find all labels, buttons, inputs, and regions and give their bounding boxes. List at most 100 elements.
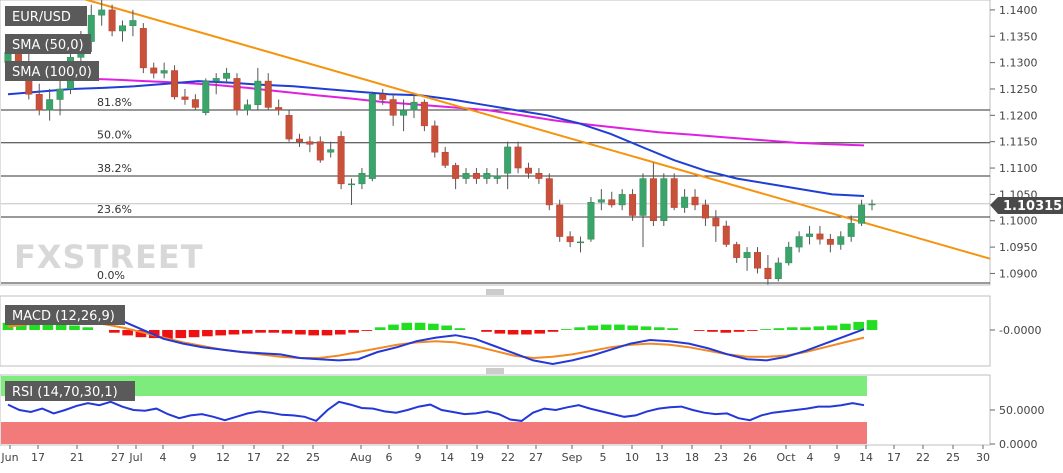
x-tick-label: Jun [0, 451, 18, 464]
fxstreet-watermark: FXSTREET [14, 238, 204, 276]
macd-histogram-bar [507, 330, 519, 335]
x-tick-label: Oct [776, 451, 796, 464]
macd-histogram-bar [308, 330, 320, 336]
macd-histogram-bar [82, 327, 94, 330]
price-tick-label: 1.1200 [999, 109, 1038, 122]
sma50-label[interactable]: SMA (50,0) [5, 34, 91, 54]
x-tick-label: 22 [501, 451, 515, 464]
macd-histogram-bar [600, 324, 612, 330]
candle-body [712, 217, 720, 227]
macd-histogram-bar [640, 326, 652, 330]
candle-body [649, 178, 657, 221]
x-tick-label: 26 [743, 451, 757, 464]
x-tick-label: 17 [887, 451, 901, 464]
macd-histogram-bar [188, 330, 200, 338]
pane-resize-handle[interactable] [486, 289, 504, 295]
macd-histogram-bar [334, 330, 346, 335]
macd-histogram-bar [202, 330, 213, 337]
candle-body [35, 93, 43, 111]
candle-body [597, 199, 605, 203]
candle-body [150, 67, 158, 74]
candle-body [837, 236, 845, 245]
price-tick-label: 1.1100 [999, 162, 1038, 175]
candle-body [316, 141, 324, 161]
candle-body [452, 165, 460, 179]
candle-body [46, 99, 54, 111]
x-tick-label: Sep [562, 451, 583, 464]
candle-body [743, 252, 751, 258]
macd-histogram-bar [135, 330, 147, 338]
macd-histogram-bar [414, 322, 426, 330]
macd-histogram-bar [534, 330, 546, 334]
rsi-text: RSI (14,70,30,1) [12, 385, 118, 400]
candle-body [462, 173, 470, 179]
price-tick-label: 1.1250 [999, 83, 1038, 96]
macd-histogram-bar [241, 330, 253, 334]
x-tick-label: 25 [946, 451, 960, 464]
sma100-text: SMA (100,0) [12, 65, 92, 80]
macd-histogram-bar [800, 327, 811, 330]
macd-histogram-bar [547, 330, 559, 332]
macd-histogram-bar [614, 324, 625, 330]
candle-body [129, 20, 137, 26]
candle-body [545, 178, 553, 206]
macd-histogram-bar [667, 328, 678, 330]
pane-resize-handle[interactable] [486, 368, 504, 374]
candle-body [441, 151, 449, 166]
sma100-label[interactable]: SMA (100,0) [5, 61, 99, 81]
x-tick-label: 14 [859, 451, 873, 464]
price-tick-label: 1.1300 [999, 57, 1038, 70]
candle-body [525, 167, 532, 174]
rsi-line [7, 400, 865, 423]
x-tick-label: 4 [160, 451, 167, 464]
candle-body [816, 233, 824, 240]
macd-histogram-bar [162, 330, 173, 339]
macd-histogram-bar [122, 330, 133, 336]
macd-line [7, 311, 865, 366]
rsi-tick-label: 50.0000 [999, 404, 1045, 417]
candle-body [826, 238, 834, 245]
x-tick-label: 19 [470, 451, 484, 464]
candle-body [431, 125, 439, 153]
macd-histogram-bar [69, 325, 80, 330]
candle-body [629, 194, 637, 216]
macd-histogram-bar [840, 323, 851, 330]
macd-histogram-bar [813, 326, 825, 330]
candle-body [785, 246, 793, 264]
candle-body [410, 101, 418, 111]
candle-body [681, 196, 689, 208]
sma50-text: SMA (50,0) [12, 38, 84, 53]
candle-body [577, 241, 585, 244]
x-tick-label: 23 [714, 451, 728, 464]
macd-histogram-bar [29, 321, 40, 330]
rsi-oversold-zone [1, 422, 867, 444]
x-tick-label: 27 [529, 451, 543, 464]
macd-histogram-bar [560, 329, 572, 330]
candle-body [483, 173, 491, 179]
candle-body [160, 70, 168, 74]
candle-body [868, 203, 876, 206]
candle-body [285, 115, 293, 140]
macd-histogram-bar [481, 330, 492, 332]
candle-body [87, 14, 95, 42]
candle-body [472, 173, 480, 179]
x-tick-label: 9 [834, 451, 841, 464]
macd-histogram-bar [42, 321, 54, 330]
candle-body [722, 225, 730, 245]
rsi-label[interactable]: RSI (14,70,30,1) [5, 381, 135, 401]
candle-body [254, 80, 262, 106]
candle-body [212, 78, 220, 82]
candle-body [670, 178, 678, 208]
candle-body [181, 96, 189, 100]
price-tick-label: 1.1350 [999, 30, 1038, 43]
macd-histogram-bar [268, 330, 280, 333]
fib-label: 23.6% [97, 203, 132, 216]
macd-histogram-bar [281, 330, 293, 334]
fib-label: 50.0% [97, 129, 132, 142]
rsi-layer [7, 400, 865, 423]
symbol-label[interactable]: EUR/USD [5, 6, 87, 26]
x-tick-label: 30 [976, 451, 990, 464]
macd-label[interactable]: MACD (12,26,9) [5, 305, 125, 325]
x-tick-label: 5 [600, 451, 607, 464]
macd-histogram-bar [401, 322, 413, 330]
